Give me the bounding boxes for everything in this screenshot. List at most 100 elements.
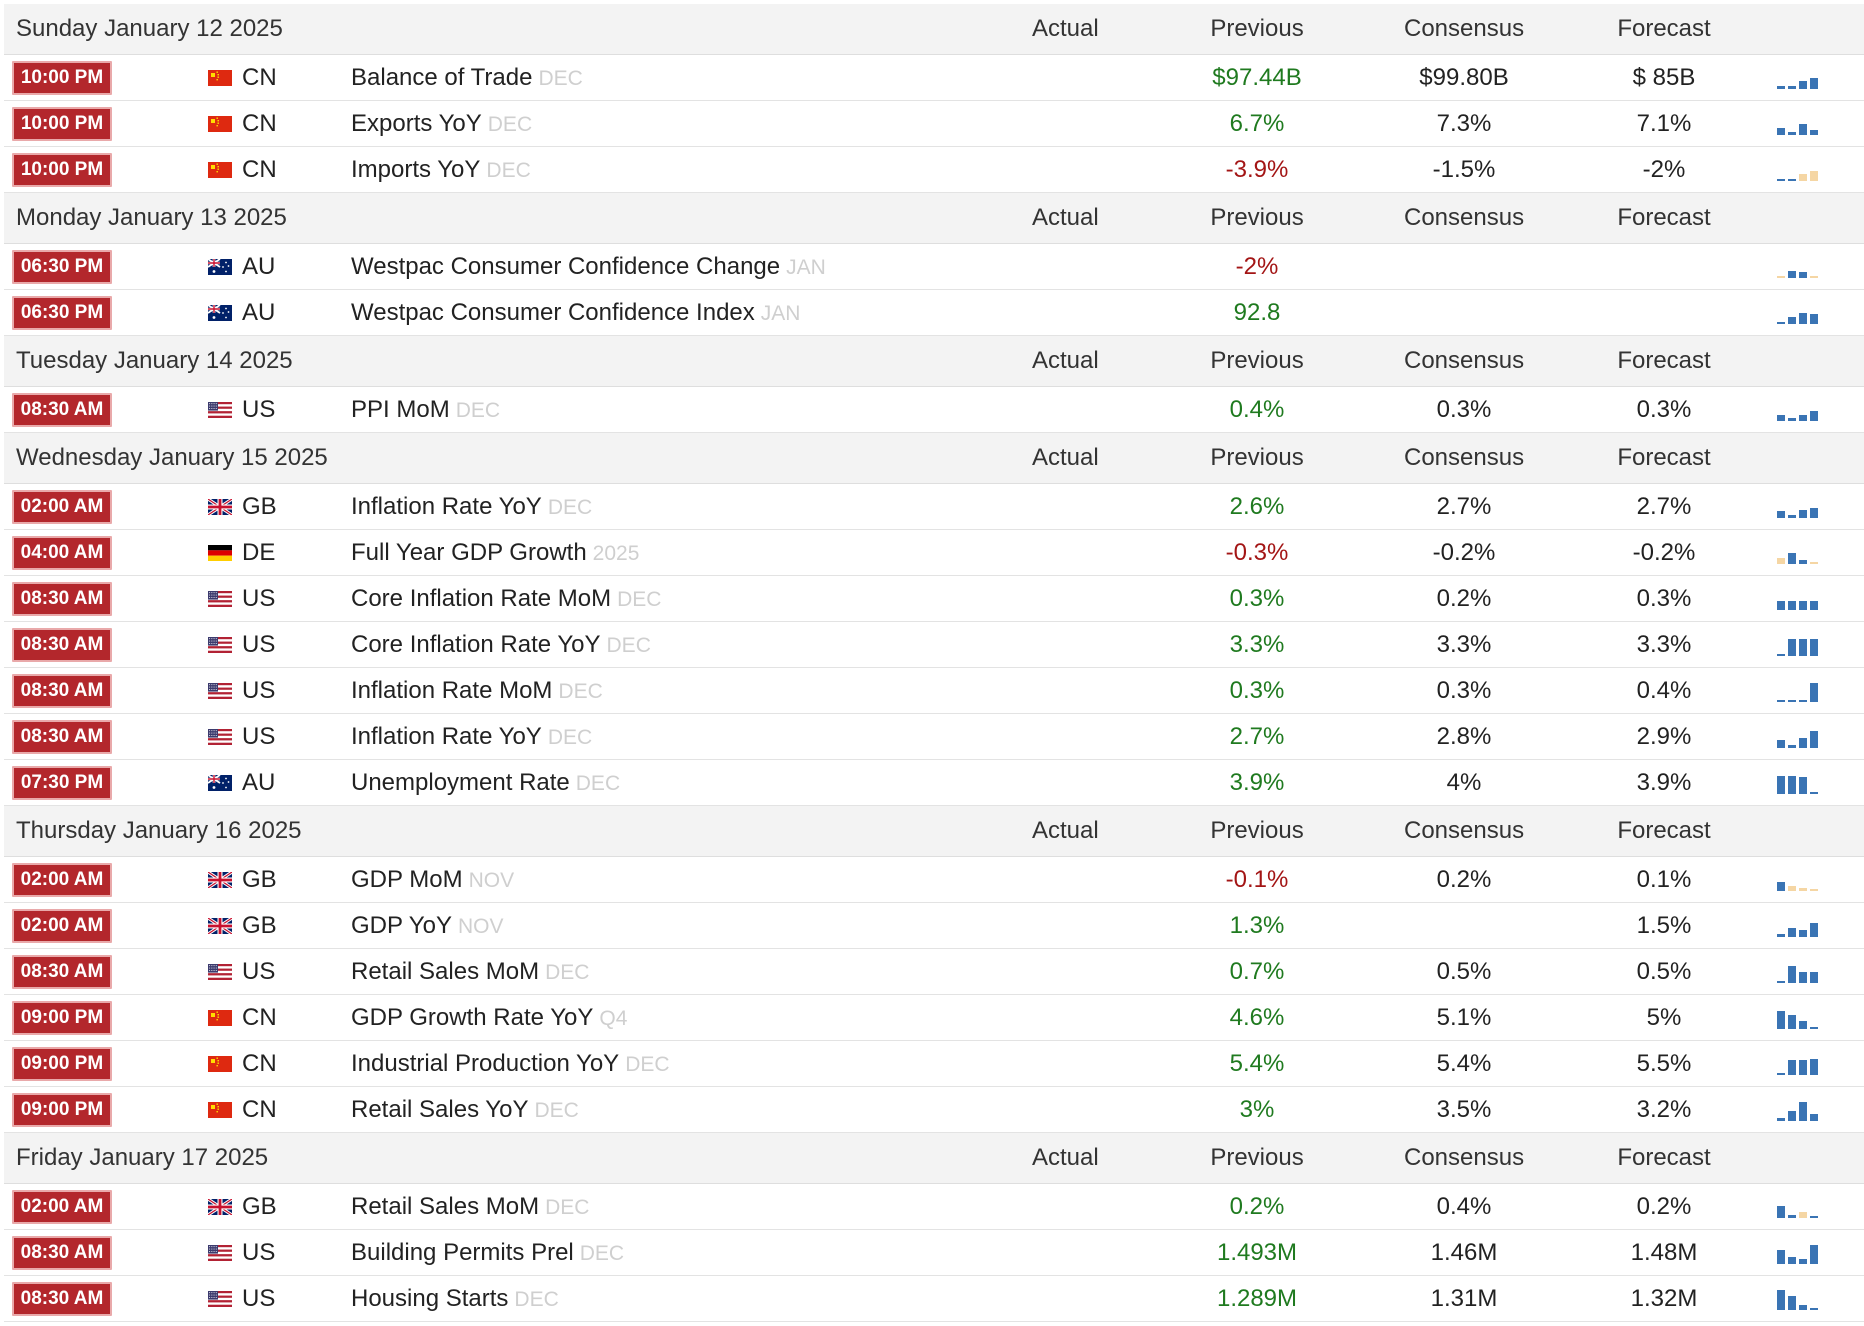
sparkline-chart[interactable] [1776,113,1820,135]
spark-bar [1788,927,1796,937]
sparkline-chart[interactable] [1776,496,1820,518]
event-name-link[interactable]: Imports YoY DEC [351,156,531,184]
event-row[interactable]: 09:00 PM CN GDP Growth Rate YoY Q4 4.6% 5.1% 5… [4,995,1864,1041]
consensus-value: 2.7% [1436,492,1492,520]
event-row[interactable]: 08:30 AM US Inflation Rate MoM DEC 0.3% 0.3% 0… [4,668,1864,714]
previous-value: 4.6% [1229,1003,1285,1031]
event-row[interactable]: 02:00 AM GB Retail Sales MoM DEC 0.2% 0.4% 0.2… [4,1184,1864,1230]
sparkline-chart[interactable] [1776,915,1820,937]
reference-period: DEC [455,398,501,422]
spark-bar [1799,509,1807,518]
consensus-column-header: Consensus [1404,1144,1525,1171]
event-row[interactable]: 07:30 PM AU Unemployment Rate DEC 3.9% 4% 3.9% [4,760,1864,806]
event-name-link[interactable]: Unemployment Rate DEC [351,769,620,797]
country-code: AU [242,768,276,796]
event-name-link[interactable]: Core Inflation Rate YoY DEC [351,631,651,659]
sparkline-chart[interactable] [1776,302,1820,324]
event-row[interactable]: 02:00 AM GB Inflation Rate YoY DEC 2.6% 2.7% 2… [4,484,1864,530]
spark-bar [1788,270,1796,278]
event-name: Imports YoY [351,155,481,183]
event-row[interactable]: 08:30 AM US Building Permits Prel DEC 1.493M… [4,1230,1864,1276]
event-name-link[interactable]: PPI MoM DEC [351,396,500,424]
event-row[interactable]: 08:30 AM US Retail Sales MoM DEC 0.7% 0.5% 0.5… [4,949,1864,995]
spark-bar [1777,1205,1785,1218]
event-name-link[interactable]: Industrial Production YoY DEC [351,1050,670,1078]
sparkline-chart[interactable] [1776,1099,1820,1121]
consensus-column-header: Consensus [1404,817,1525,844]
spark-bar [1788,85,1796,89]
event-row[interactable]: 09:00 PM CN Industrial Production YoY DEC 5.… [4,1041,1864,1087]
event-name-link[interactable]: Retail Sales YoY DEC [351,1096,579,1124]
spark-bar [1810,1113,1818,1121]
event-name-link[interactable]: Full Year GDP Growth 2025 [351,539,639,567]
country-code: CN [242,109,277,137]
sparkline-chart[interactable] [1776,1053,1820,1075]
event-row[interactable]: 02:00 AM GB GDP YoY NOV 1.3% 1.5% [4,903,1864,949]
event-name-link[interactable]: GDP Growth Rate YoY Q4 [351,1004,627,1032]
event-name-link[interactable]: Building Permits Prel DEC [351,1239,624,1267]
event-name-link[interactable]: Core Inflation Rate MoM DEC [351,585,661,613]
sparkline-chart[interactable] [1776,159,1820,181]
spark-bar [1788,699,1796,702]
event-name-link[interactable]: Retail Sales MoM DEC [351,958,589,986]
sparkline-chart[interactable] [1776,869,1820,891]
sparkline-chart[interactable] [1776,399,1820,421]
sparkline-chart[interactable] [1776,588,1820,610]
event-name-link[interactable]: Westpac Consumer Confidence Change JAN [351,253,826,281]
sparkline-chart[interactable] [1776,772,1820,794]
event-name-link[interactable]: GDP YoY NOV [351,912,503,940]
event-name-link[interactable]: Westpac Consumer Confidence Index JAN [351,299,800,327]
spark-bar [1810,1307,1818,1310]
event-row[interactable]: 06:30 PM AU Westpac Consumer Confidence Ch… [4,244,1864,290]
us-flag [208,1290,232,1307]
country-code: AU [242,298,276,326]
sparkline-chart[interactable] [1776,726,1820,748]
sparkline-chart[interactable] [1776,1196,1820,1218]
event-name-link[interactable]: Exports YoY DEC [351,110,532,138]
event-row[interactable]: 08:30 AM US Inflation Rate YoY DEC 2.7% 2.8% 2… [4,714,1864,760]
sparkline-chart[interactable] [1776,680,1820,702]
au-flag [208,774,232,791]
event-name-link[interactable]: Inflation Rate YoY DEC [351,723,592,751]
event-name: Housing Starts [351,1284,509,1312]
sparkline-chart[interactable] [1776,634,1820,656]
spark-bar [1810,1215,1818,1218]
spark-bar [1788,552,1796,564]
event-row[interactable]: 04:00 AM DE Full Year GDP Growth 2025 -0.3% -… [4,530,1864,576]
event-name-link[interactable]: GDP MoM NOV [351,866,514,894]
country-code: CN [242,1049,277,1077]
cn-flag [208,1101,232,1118]
event-name-link[interactable]: Inflation Rate MoM DEC [351,677,603,705]
event-row[interactable]: 10:00 PM CN Imports YoY DEC -3.9% -1.5% -2% [4,147,1864,193]
event-row[interactable]: 10:00 PM CN Exports YoY DEC 6.7% 7.3% 7.1% [4,101,1864,147]
sparkline-chart[interactable] [1776,256,1820,278]
event-row[interactable]: 08:30 AM US Core Inflation Rate YoY DEC 3.3%… [4,622,1864,668]
event-row[interactable]: 08:30 AM US PPI MoM DEC 0.4% 0.3% 0.3% [4,387,1864,433]
reference-period: DEC [545,1195,590,1219]
spark-bar [1810,410,1818,421]
event-row[interactable]: 02:00 AM GB GDP MoM NOV -0.1% 0.2% 0.1% [4,857,1864,903]
spark-bar [1799,123,1807,135]
sparkline-chart[interactable] [1776,1288,1820,1310]
event-name-link[interactable]: Retail Sales MoM DEC [351,1193,589,1221]
sparkline-chart[interactable] [1776,67,1820,89]
event-name-link[interactable]: Balance of Trade DEC [351,64,583,92]
day-header: Thursday January 16 2025 Actual Previous Co… [4,806,1864,857]
sparkline-chart[interactable] [1776,961,1820,983]
sparkline-chart[interactable] [1776,542,1820,564]
sparkline-chart[interactable] [1776,1242,1820,1264]
consensus-value: 3.5% [1436,1095,1492,1123]
spark-bar [1810,791,1818,794]
event-name-link[interactable]: Housing Starts DEC [351,1285,559,1313]
spark-bar [1810,507,1818,518]
event-row[interactable]: 08:30 AM US Core Inflation Rate MoM DEC 0.3%… [4,576,1864,622]
sparkline-chart[interactable] [1776,1007,1820,1029]
event-row[interactable]: 09:00 PM CN Retail Sales YoY DEC 3% 3.5% 3.2% [4,1087,1864,1133]
event-row[interactable]: 06:30 PM AU Westpac Consumer Confidence In… [4,290,1864,336]
event-name-link[interactable]: Inflation Rate YoY DEC [351,493,592,521]
event-name: Full Year GDP Growth [351,538,587,566]
day-date: Wednesday January 15 2025 [16,444,328,471]
consensus-column-header: Consensus [1404,15,1525,42]
event-row[interactable]: 08:30 AM US Housing Starts DEC 1.289M 1.31M 1.… [4,1276,1864,1322]
event-row[interactable]: 10:00 PM CN Balance of Trade DEC $97.44B $99.… [4,55,1864,101]
